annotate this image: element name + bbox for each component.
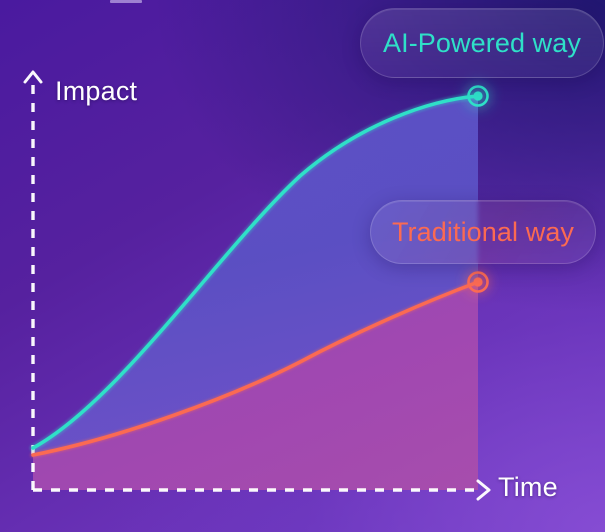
legend-pill-traditional[interactable]: Traditional way (370, 200, 596, 264)
traditional-endpoint-marker[interactable] (467, 271, 489, 293)
legend-pill-ai-powered[interactable]: AI-Powered way (360, 8, 604, 78)
clipped-top-element (110, 0, 142, 3)
y-axis-arrow (23, 70, 43, 84)
x-axis-label: Time (498, 472, 558, 502)
ai-powered-way-line (31, 94, 480, 450)
ai-area-fill (33, 96, 478, 455)
ai-endpoint-marker[interactable] (467, 85, 489, 107)
legend-pill-traditional-label: Traditional way (391, 216, 575, 247)
x-axis-arrow (476, 479, 491, 501)
y-axis-label: Impact (55, 76, 138, 106)
legend-pill-ai-powered-label: AI-Powered way (383, 27, 581, 58)
traditional-way-line (31, 280, 480, 457)
